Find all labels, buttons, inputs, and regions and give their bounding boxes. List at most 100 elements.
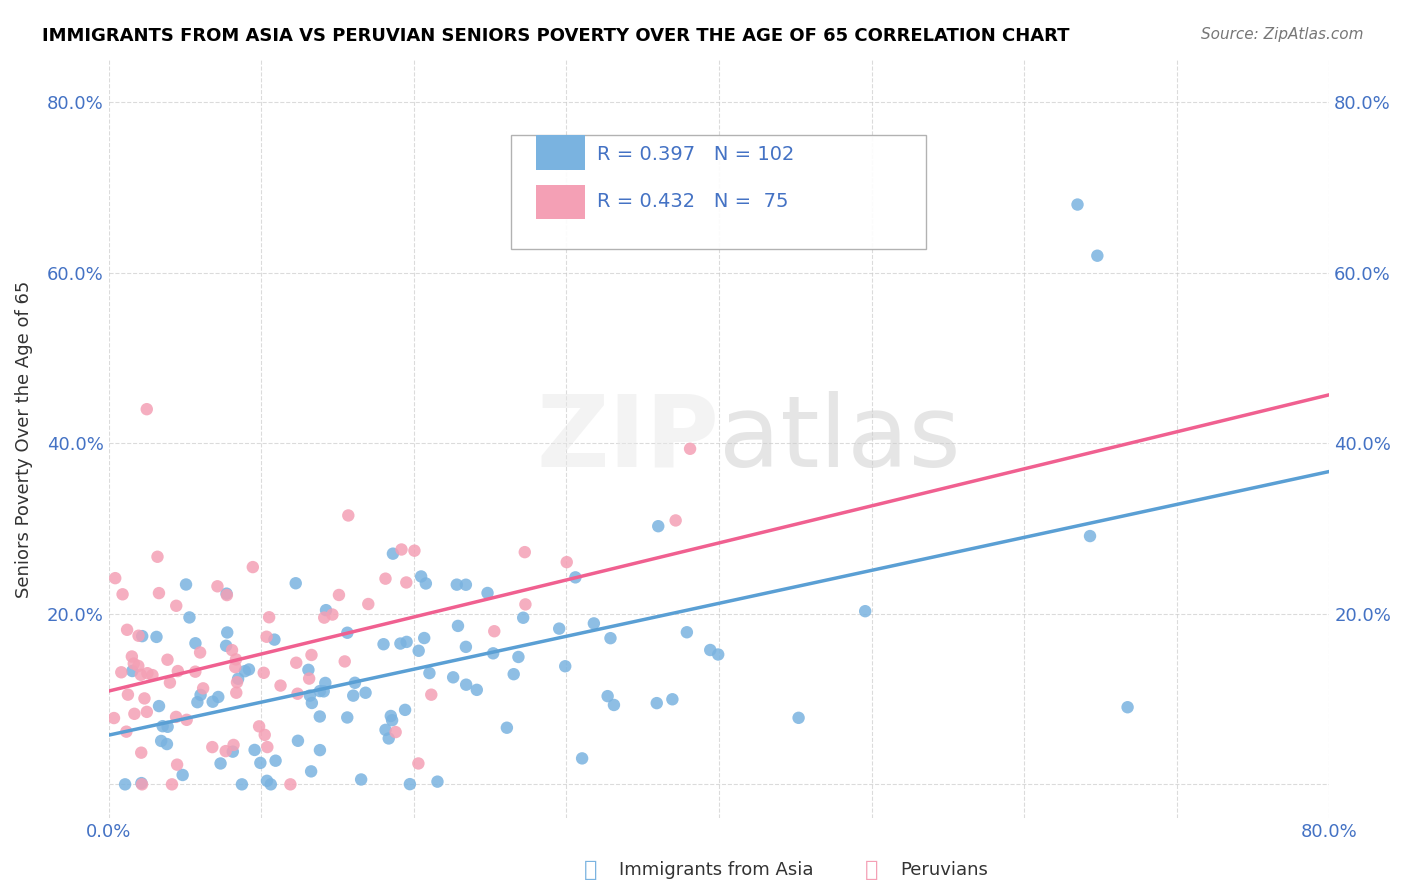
Point [426,774,449,789]
Point [166,664,188,678]
Point [260,777,283,791]
Point [190,688,212,702]
Text: R = 0.432   N =  75: R = 0.432 N = 75 [598,192,789,211]
Point [115,724,138,739]
Point [233,664,256,678]
Point [447,619,470,633]
Point [699,643,721,657]
Point [134,691,156,706]
Point [117,688,139,702]
Point [280,777,302,791]
Point [148,699,170,714]
Point [328,588,350,602]
Point [231,777,253,791]
Point [554,659,576,673]
Point [343,675,366,690]
Text: atlas: atlas [718,391,960,488]
Point [1116,700,1139,714]
Point [225,686,247,700]
Point [337,508,360,523]
Text: IMMIGRANTS FROM ASIA VS PERUVIAN SENIORS POVERTY OVER THE AGE OF 65 CORRELATION : IMMIGRANTS FROM ASIA VS PERUVIAN SENIORS… [42,27,1070,45]
Point [413,631,436,645]
Point [512,611,534,625]
Point [408,644,430,658]
Text: Peruvians: Peruvians [900,861,987,879]
Point [270,679,292,693]
Point [110,665,132,680]
Point [315,603,337,617]
Point [207,690,229,704]
Point [141,668,163,682]
Point [321,607,343,622]
Point [380,709,402,723]
Point [415,576,437,591]
Point [1078,529,1101,543]
Point [394,703,416,717]
Point [661,692,683,706]
Point [156,653,179,667]
Point [515,598,537,612]
Text: ⬜: ⬜ [583,860,598,880]
Point [184,636,207,650]
Point [184,665,207,679]
Point [129,746,152,760]
Point [174,577,197,591]
Point [191,681,214,696]
Point [243,743,266,757]
Point [253,728,276,742]
Point [404,543,426,558]
FancyBboxPatch shape [512,136,927,250]
Point [263,632,285,647]
Point [256,773,278,788]
Bar [536,185,585,219]
Point [298,689,321,703]
Point [222,745,245,759]
Point [103,711,125,725]
Point [150,734,173,748]
Point [127,659,149,673]
Point [555,555,578,569]
Point [186,695,208,709]
Point [225,652,247,666]
Point [221,643,243,657]
Point [128,629,150,643]
Point [513,545,536,559]
Point [548,622,571,636]
Point [166,757,188,772]
Point [333,655,356,669]
Text: ⬜: ⬜ [865,860,879,880]
Point [226,672,249,686]
Point [148,586,170,600]
Point [124,706,146,721]
Text: Source: ZipAtlas.com: Source: ZipAtlas.com [1201,27,1364,42]
Point [297,663,319,677]
Point [342,689,364,703]
Point [381,713,404,727]
Point [418,666,440,681]
Point [129,667,152,681]
Point [226,675,249,690]
Bar [536,136,585,169]
Point [135,705,157,719]
Point [599,631,621,645]
Point [314,676,336,690]
Point [159,675,181,690]
Point [111,587,134,601]
Point [222,738,245,752]
Point [395,635,418,649]
Point [381,547,404,561]
Point [217,625,239,640]
Point [257,610,280,624]
Point [707,648,730,662]
Point [665,513,688,527]
Text: Immigrants from Asia: Immigrants from Asia [619,861,813,879]
Point [135,402,157,417]
Point [309,743,332,757]
Point [256,630,278,644]
Point [336,710,359,724]
Text: R = 0.397   N = 102: R = 0.397 N = 102 [598,145,794,164]
Point [420,688,443,702]
Point [201,695,224,709]
Point [253,665,276,680]
Point [354,686,377,700]
